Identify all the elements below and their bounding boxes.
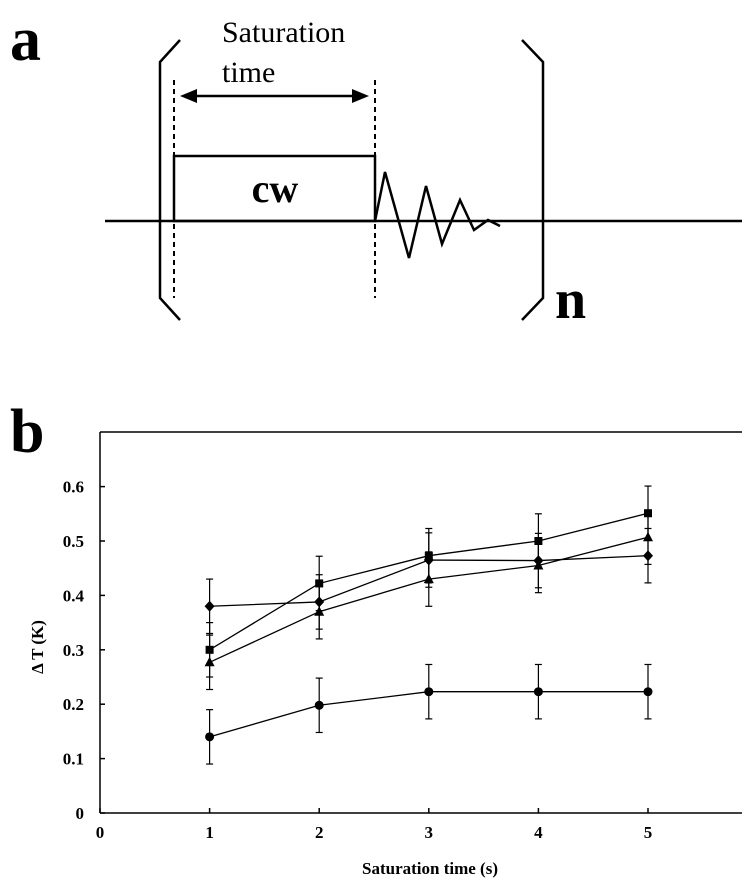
series-triangle xyxy=(204,509,653,691)
fid-signal xyxy=(373,171,501,259)
y-tick-label: 0.1 xyxy=(63,750,84,769)
x-ticks: 0 1 2 3 4 5 xyxy=(96,808,653,842)
y-tick-label: 0.6 xyxy=(63,478,84,497)
series-layer xyxy=(204,485,653,765)
y-tick-label: 0.4 xyxy=(63,586,85,605)
x-tick-label: 2 xyxy=(315,823,324,842)
y-axis-title: Δ T (K) xyxy=(28,620,47,674)
pulse-sequence-panel: a Saturation time cw n xyxy=(10,6,742,331)
data-point-triangle xyxy=(204,656,215,667)
x-tick-label: 3 xyxy=(425,823,434,842)
data-point-circle xyxy=(533,687,543,697)
x-axis-title: Saturation time (s) xyxy=(362,859,498,878)
panel-b-letter: b xyxy=(10,398,44,466)
y-tick-label: 0.5 xyxy=(63,532,84,551)
data-point-circle xyxy=(424,687,434,697)
x-tick-label: 5 xyxy=(644,823,653,842)
saturation-label-line1: Saturation xyxy=(222,16,345,49)
panel-a-letter: a xyxy=(10,6,41,74)
y-tick-label: 0.2 xyxy=(63,695,84,714)
data-point-circle xyxy=(314,700,324,710)
chart-panel: b 0 0.1 0.2 0.3 0.4 0.5 0.6 0 1 2 3 4 5 Saturation … xyxy=(10,398,742,878)
series-circle xyxy=(205,663,653,765)
cw-block xyxy=(172,154,377,223)
data-point-triangle xyxy=(423,573,434,584)
y-ticks: 0 0.1 0.2 0.3 0.4 0.5 0.6 xyxy=(63,478,105,823)
y-tick-label: 0.3 xyxy=(63,641,84,660)
x-tick-label: 1 xyxy=(205,823,214,842)
x-tick-label: 4 xyxy=(534,823,543,842)
data-point-triangle xyxy=(643,531,653,542)
left-bracket xyxy=(158,39,181,321)
cw-label: cw xyxy=(252,166,299,211)
data-point-square xyxy=(315,579,324,588)
saturation-time-arrow xyxy=(180,89,369,103)
repeat-label: n xyxy=(555,269,586,331)
data-point-triangle xyxy=(314,606,325,616)
x-tick-label: 0 xyxy=(96,823,105,842)
data-point-circle xyxy=(643,687,653,697)
data-point-diamond xyxy=(204,600,215,612)
right-bracket xyxy=(521,39,545,321)
data-point-circle xyxy=(205,732,215,742)
y-tick-label: 0 xyxy=(76,804,85,823)
saturation-label-line2: time xyxy=(222,56,275,89)
data-point-triangle xyxy=(533,559,544,570)
